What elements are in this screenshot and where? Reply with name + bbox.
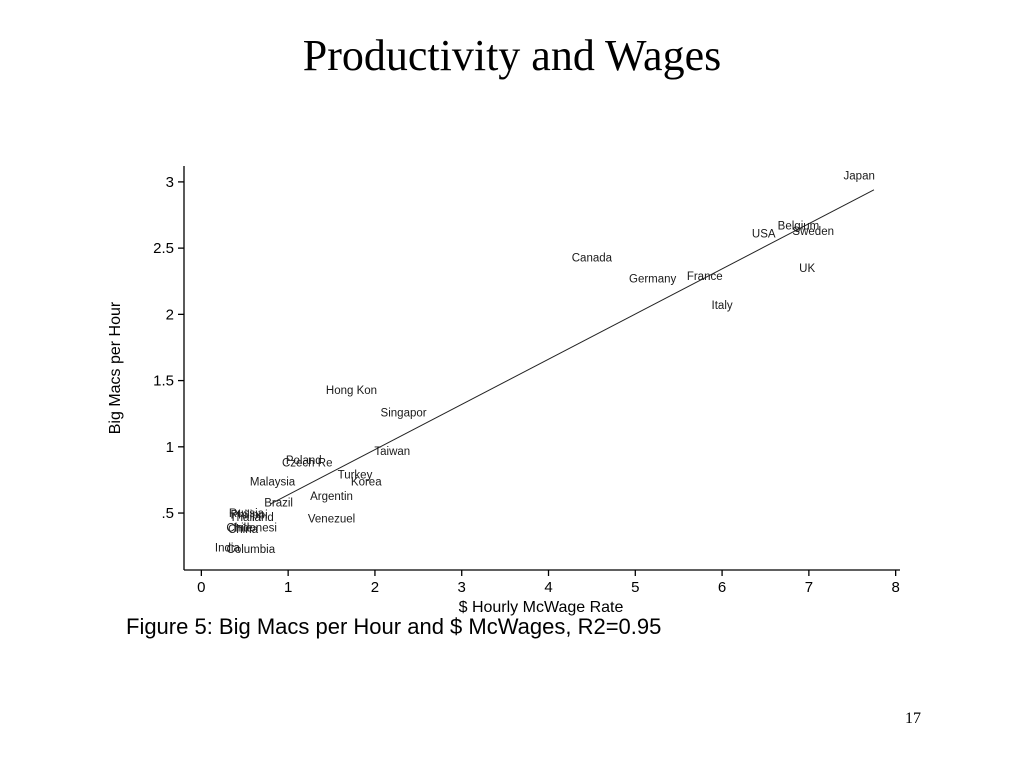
y-tick-label: 1 xyxy=(166,439,174,456)
x-axis-title: $ Hourly McWage Rate xyxy=(459,599,624,616)
point-label-russia: Russia xyxy=(229,508,265,520)
x-tick-label: 5 xyxy=(631,579,639,596)
point-label-china: China xyxy=(228,524,259,536)
y-axis-title: Big Macs per Hour xyxy=(107,301,124,434)
x-tick-label: 2 xyxy=(371,579,379,596)
point-label-korea: Korea xyxy=(351,476,382,488)
y-tick-label: 2.5 xyxy=(153,240,174,257)
x-tick-label: 8 xyxy=(891,579,899,596)
point-label-philippi: Philippi xyxy=(231,509,268,521)
point-label-turkey: Turkey xyxy=(338,470,373,482)
point-label-poland: Poland xyxy=(286,455,322,467)
y-tick-label: 2 xyxy=(166,306,174,323)
point-label-belgium: Belgium xyxy=(778,221,820,233)
point-label-venezuel: Venezuel xyxy=(308,513,355,525)
point-label-uk: UK xyxy=(799,263,815,275)
figure-caption: Figure 5: Big Macs per Hour and $ McWage… xyxy=(126,614,662,639)
point-label-canada: Canada xyxy=(572,252,613,264)
y-tick-label: 3 xyxy=(166,174,174,191)
x-tick-label: 3 xyxy=(458,579,466,596)
point-label-thailand: Thailand xyxy=(230,512,274,524)
y-tick-label: 1.5 xyxy=(153,373,174,390)
point-label-hong-kon: Hong Kon xyxy=(326,385,377,397)
point-label-malaysia: Malaysia xyxy=(250,476,296,488)
point-label-columbia: Columbia xyxy=(227,544,276,556)
page-number: 17 xyxy=(905,710,921,727)
x-tick-label: 0 xyxy=(197,579,205,596)
fit-line xyxy=(270,189,875,505)
x-tick-label: 4 xyxy=(544,579,552,596)
x-tick-label: 1 xyxy=(284,579,292,596)
point-label-france: France xyxy=(687,271,723,283)
x-tick-label: 7 xyxy=(805,579,813,596)
point-label-taiwan: Taiwan xyxy=(374,446,410,458)
point-label-sweden: Sweden xyxy=(792,226,834,238)
point-label-indonesi: Indonesi xyxy=(233,523,276,535)
x-tick-label: 6 xyxy=(718,579,726,596)
point-label-singapor: Singapor xyxy=(381,407,427,419)
point-label-usa: USA xyxy=(752,229,776,241)
y-tick-label: .5 xyxy=(161,505,174,522)
point-label-chile: Chile xyxy=(226,523,252,535)
point-label-czech-re: Czech Re xyxy=(282,458,333,470)
y-axis-ticks: .5 1 1.5 2 2.5 3 xyxy=(153,174,184,522)
x-axis-ticks: 0 1 2 3 4 5 6 7 8 xyxy=(197,570,900,596)
point-label-argentin: Argentin xyxy=(310,491,353,503)
slide-title: Productivity and Wages xyxy=(302,31,722,80)
point-label-germany: Germany xyxy=(629,274,677,286)
plot-area xyxy=(183,166,900,571)
point-label-brazil: Brazil xyxy=(264,497,293,509)
point-label-italy: Italy xyxy=(712,300,733,312)
point-label-japan: Japan xyxy=(844,170,875,182)
point-label-india: India xyxy=(215,542,241,554)
